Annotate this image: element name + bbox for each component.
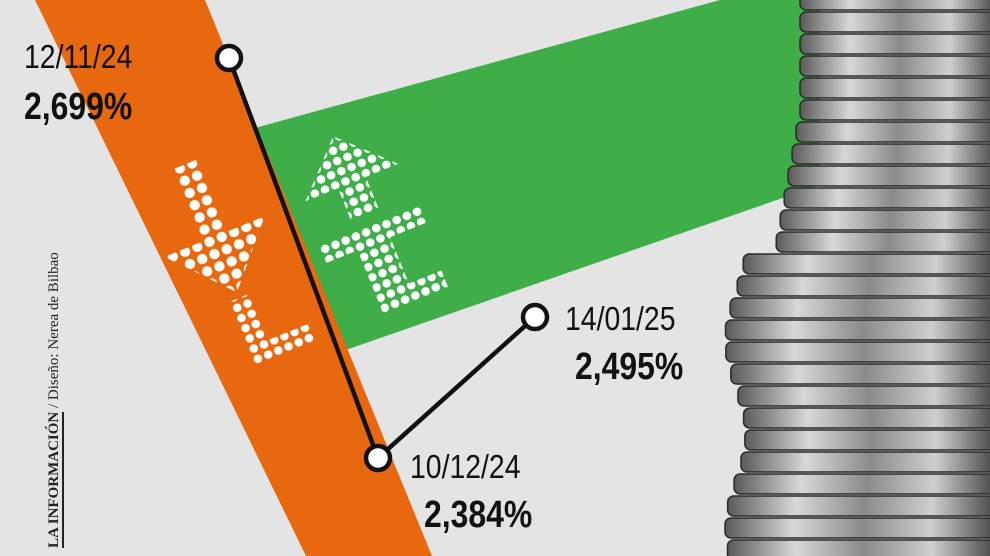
data-label-date-2: 14/01/25 — [565, 300, 676, 337]
coin — [725, 341, 990, 363]
coin — [799, 77, 990, 99]
designer-credit: Diseño: Nerea de Bilbao — [46, 252, 62, 401]
coin — [744, 429, 990, 451]
coin — [799, 11, 990, 33]
data-point-1 — [363, 443, 393, 473]
coin — [740, 451, 990, 473]
data-label-date-1: 10/12/24 — [410, 448, 521, 485]
coin — [726, 495, 990, 517]
coin — [729, 297, 990, 319]
coin — [779, 209, 990, 231]
coin — [726, 539, 990, 556]
coin — [775, 231, 990, 253]
data-label-value-2: 2,495% — [575, 346, 684, 388]
data-point-0 — [214, 43, 244, 73]
coin — [791, 143, 990, 165]
coin — [724, 517, 990, 539]
credit-separator: / — [46, 403, 62, 408]
coin — [742, 407, 990, 429]
coin — [724, 319, 990, 341]
coin — [787, 165, 990, 187]
data-point-2 — [520, 302, 550, 332]
coin — [730, 363, 990, 385]
brand-logo: LA INFORMACIÓN — [46, 411, 64, 548]
coin — [783, 187, 990, 209]
data-label-value-1: 2,384% — [424, 494, 533, 536]
dotted-arrow-down-icon — [164, 158, 317, 368]
coin — [742, 253, 990, 275]
coin — [799, 33, 990, 55]
data-label-value-0: 2,699% — [24, 86, 133, 128]
coin — [737, 385, 990, 407]
coin — [733, 473, 990, 495]
coin — [795, 121, 990, 143]
coin — [799, 55, 990, 77]
dotted-arrow-up-icon — [305, 136, 449, 316]
coin — [736, 275, 990, 297]
coin — [799, 99, 990, 121]
credit-line: LA INFORMACIÓN / Diseño: Nerea de Bilbao — [46, 252, 64, 548]
data-label-date-0: 12/11/24 — [24, 38, 133, 75]
coin-stack-image — [724, 0, 990, 556]
coin — [799, 0, 990, 11]
